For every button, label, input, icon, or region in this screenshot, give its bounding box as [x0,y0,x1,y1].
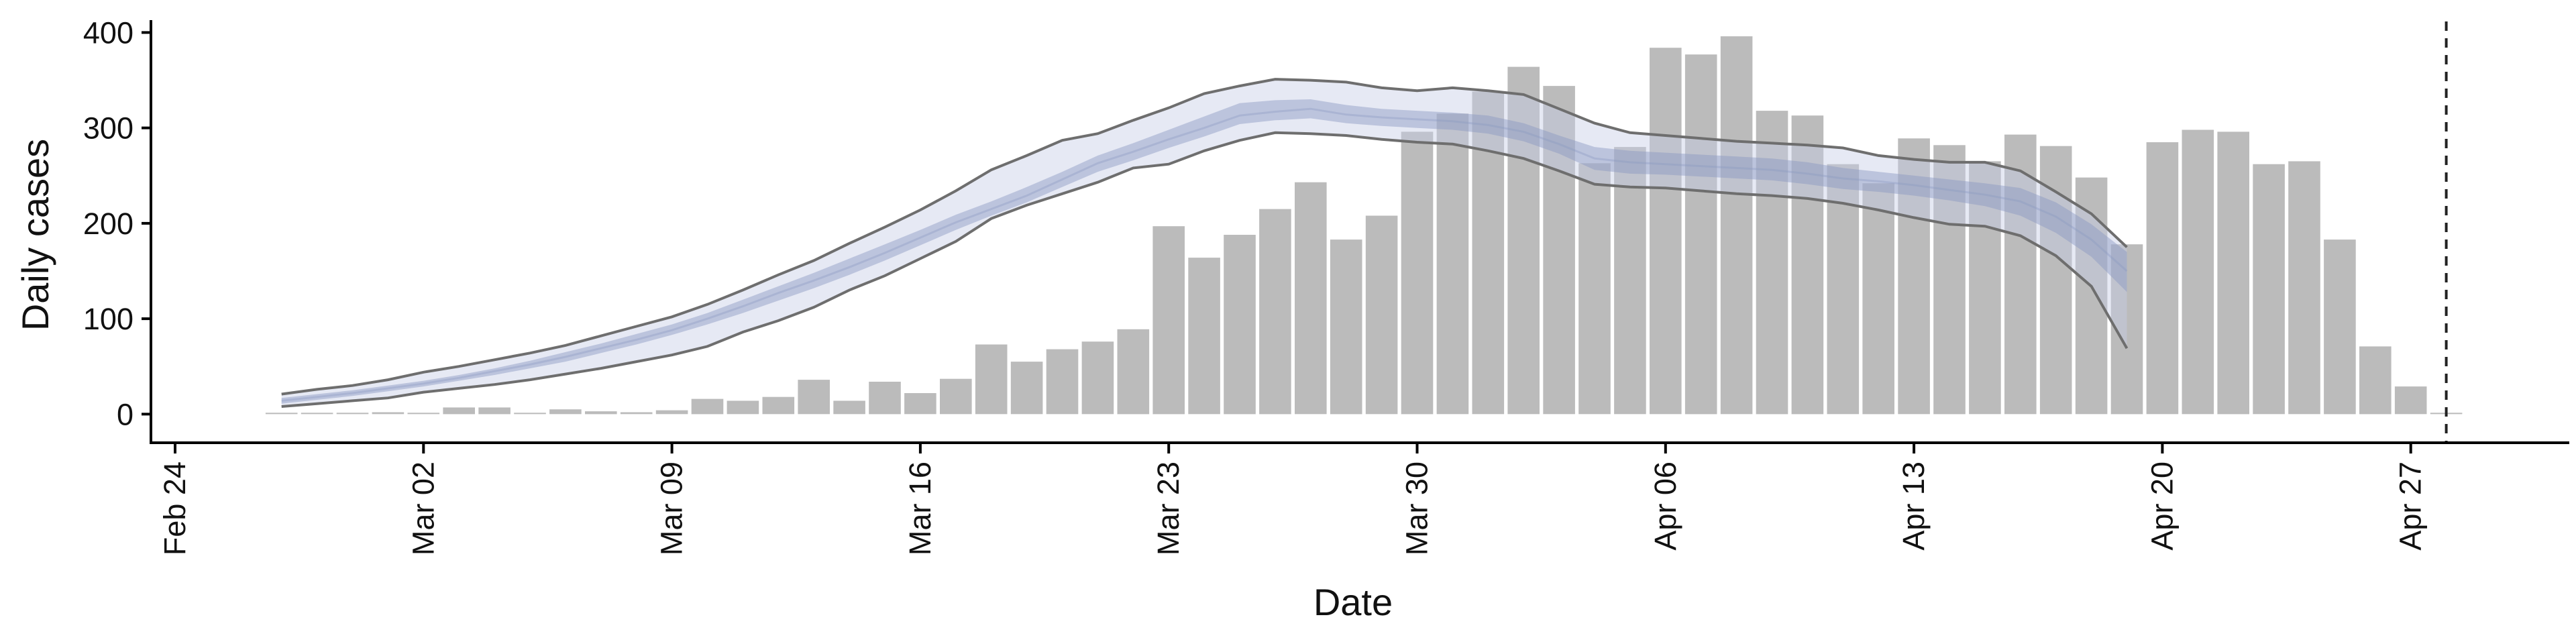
bar-2020-04-08 [1720,36,1753,415]
bar-2020-02-27 [265,413,298,415]
bar-2020-03-24 [1188,258,1220,415]
model-bands-layer [281,78,2129,408]
x-tick-label: Mar 02 [406,462,440,555]
bar-2020-04-21 [2182,129,2214,415]
bar-2020-04-01 [1472,91,1505,415]
bar-2020-04-05 [1614,147,1646,415]
bar-2020-03-22 [1117,329,1150,415]
bar-2020-03-31 [1436,113,1469,415]
bar-2020-04-13 [1898,138,1930,415]
bar-2020-04-18 [2075,177,2108,415]
bar-2020-03-08 [620,412,653,415]
bar-2020-04-25 [2324,239,2356,415]
bar-2020-04-23 [2253,164,2285,415]
bar-2020-03-29 [1365,215,1398,415]
bar-2020-03-13 [798,380,830,415]
bar-2020-03-06 [549,409,582,415]
bar-2020-03-23 [1152,226,1185,415]
x-tick-label: Mar 23 [1151,462,1185,555]
bar-2020-04-16 [2004,134,2037,415]
x-tick-label: Apr 20 [2145,462,2179,551]
bars-layer [265,36,2463,415]
x-tick-label: Apr 13 [1896,462,1931,551]
bar-2020-02-29 [336,413,369,415]
bar-2020-03-25 [1224,235,1256,415]
bar-2020-04-07 [1684,54,1717,415]
bar-2020-04-20 [2146,142,2179,415]
bar-2020-04-15 [1969,161,2001,415]
bar-2020-03-17 [940,378,972,415]
x-axis-title: Date [1313,581,1393,623]
bar-2020-03-11 [727,400,759,415]
x-tick-label: Feb 24 [158,462,192,555]
bar-2020-03-28 [1330,239,1362,415]
y-tick-label: 300 [83,111,133,146]
bar-2020-04-24 [2288,161,2320,415]
bar-2020-03-21 [1081,341,1114,415]
bar-2020-04-10 [1791,115,1824,415]
median-line [281,107,2128,402]
axes: 0 100 200 300 400 Feb 24 Mar 02 Mar 09 Mar 16 Ma… [83,15,2569,555]
bar-2020-03-05 [514,413,546,415]
outer-lower-line [281,131,2129,408]
bar-2020-04-03 [1543,86,1575,415]
bar-2020-04-06 [1650,48,1682,415]
bar-2020-03-19 [1010,362,1043,415]
bar-2020-03-09 [655,410,688,415]
x-tick-label: Mar 09 [655,462,689,555]
bar-2020-04-12 [1862,183,1894,415]
bar-2020-03-03 [443,407,475,415]
bar-2020-04-09 [1756,111,1788,415]
bar-2020-03-20 [1046,349,1079,415]
x-tick-label: Mar 16 [903,462,937,555]
bar-2020-04-14 [1933,145,1966,415]
bar-2020-03-30 [1401,131,1434,415]
bar-2020-02-28 [301,413,333,415]
bar-2020-03-15 [869,382,901,415]
bar-2020-04-26 [2359,346,2392,415]
bar-2020-03-01 [372,412,405,415]
bar-2020-03-27 [1295,182,1327,415]
outer-interval-band [281,79,2127,407]
bar-2020-03-07 [585,411,617,415]
y-axis-title: Daily cases [14,139,56,331]
bar-2020-03-12 [762,396,795,415]
bar-2020-04-22 [2217,131,2249,415]
y-tick-label: 400 [83,15,133,50]
x-tick-label: Apr 06 [1648,462,1682,551]
bar-2020-03-10 [691,398,724,415]
y-tick-label: 0 [117,397,133,431]
bar-2020-04-27 [2394,386,2427,415]
bar-2020-03-14 [833,400,865,415]
bar-2020-03-16 [904,393,936,415]
x-tick-label: Apr 27 [2394,462,2428,551]
bar-2020-03-18 [975,344,1008,415]
x-tick-label: Mar 30 [1400,462,1434,555]
y-axis-ticks: 0 100 200 300 400 [83,15,151,431]
outer-upper-line [281,78,2128,396]
bar-2020-03-02 [407,413,440,415]
y-tick-label: 200 [83,207,133,241]
bar-2020-03-04 [478,407,511,415]
bar-2020-04-02 [1507,66,1540,415]
x-axis-ticks: Feb 24 Mar 02 Mar 09 Mar 16 Mar 23 Mar 30 Apr … [158,443,2428,555]
bar-2020-03-26 [1259,209,1291,415]
bar-2020-04-04 [1578,163,1611,415]
y-tick-label: 100 [83,302,133,336]
